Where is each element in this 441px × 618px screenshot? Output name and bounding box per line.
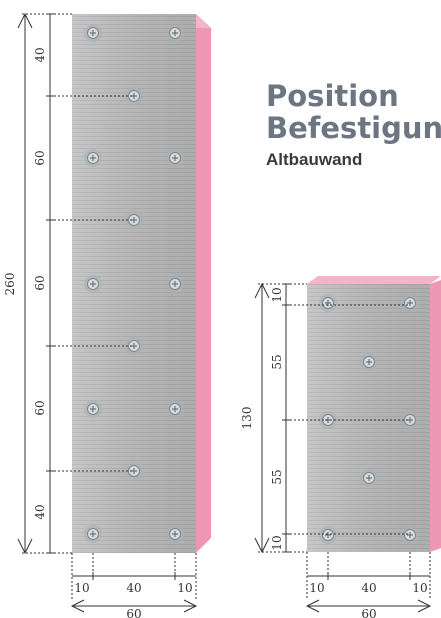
small-panel-insulation-side xyxy=(430,280,441,552)
small-width-total-label: 60 xyxy=(361,607,376,618)
small-vseg-4-label: 10 xyxy=(270,535,284,550)
screw-icon xyxy=(84,400,102,418)
screw-icon xyxy=(401,526,419,544)
screw-icon xyxy=(319,294,337,312)
large-panel-dimensions xyxy=(17,12,198,613)
screw-icon xyxy=(166,525,184,543)
screw-icon xyxy=(84,525,102,543)
large-panel-screws xyxy=(84,24,184,543)
screw-icon xyxy=(125,337,143,355)
screw-icon xyxy=(166,275,184,293)
small-vseg-2-label: 55 xyxy=(270,354,284,369)
title-line-1: Position xyxy=(266,79,399,113)
large-vseg-1-label: 40 xyxy=(33,47,47,62)
large-wseg-1-label: 10 xyxy=(74,581,89,595)
screw-icon xyxy=(360,469,378,487)
small-vseg-1-label: 10 xyxy=(270,287,284,302)
screw-icon xyxy=(401,294,419,312)
large-panel-insulation-side xyxy=(196,14,211,553)
large-vseg-5-label: 40 xyxy=(33,504,47,519)
screw-icon xyxy=(360,353,378,371)
small-height-total-label: 130 xyxy=(240,407,254,430)
screw-icon xyxy=(401,411,419,429)
small-panel-screws xyxy=(319,294,419,544)
screw-icon xyxy=(125,211,143,229)
small-wseg-2-label: 40 xyxy=(361,581,376,595)
large-width-total-label: 60 xyxy=(126,607,141,618)
small-panel-dimensions xyxy=(254,282,432,613)
large-wseg-2-label: 40 xyxy=(126,581,141,595)
screw-icon xyxy=(166,24,184,42)
title-line-2: Befestigun xyxy=(266,111,441,145)
large-height-total-label: 260 xyxy=(3,273,17,296)
large-vseg-3-label: 60 xyxy=(33,275,47,290)
screw-icon xyxy=(166,400,184,418)
large-vseg-4-label: 60 xyxy=(33,400,47,415)
screw-icon xyxy=(166,149,184,167)
small-wseg-3-label: 10 xyxy=(412,581,427,595)
subtitle: Altbauwand xyxy=(266,150,363,169)
title-block: Position Befestigun Altbauwand xyxy=(266,80,441,170)
large-vseg-2-label: 60 xyxy=(33,150,47,165)
small-wseg-1-label: 10 xyxy=(309,581,324,595)
screw-icon xyxy=(84,24,102,42)
large-wseg-3-label: 10 xyxy=(177,581,192,595)
screw-icon xyxy=(125,87,143,105)
screw-icon xyxy=(84,275,102,293)
screw-icon xyxy=(319,526,337,544)
small-panel-insulation-top xyxy=(307,276,441,284)
small-vseg-3-label: 55 xyxy=(270,469,284,484)
screw-icon xyxy=(84,149,102,167)
